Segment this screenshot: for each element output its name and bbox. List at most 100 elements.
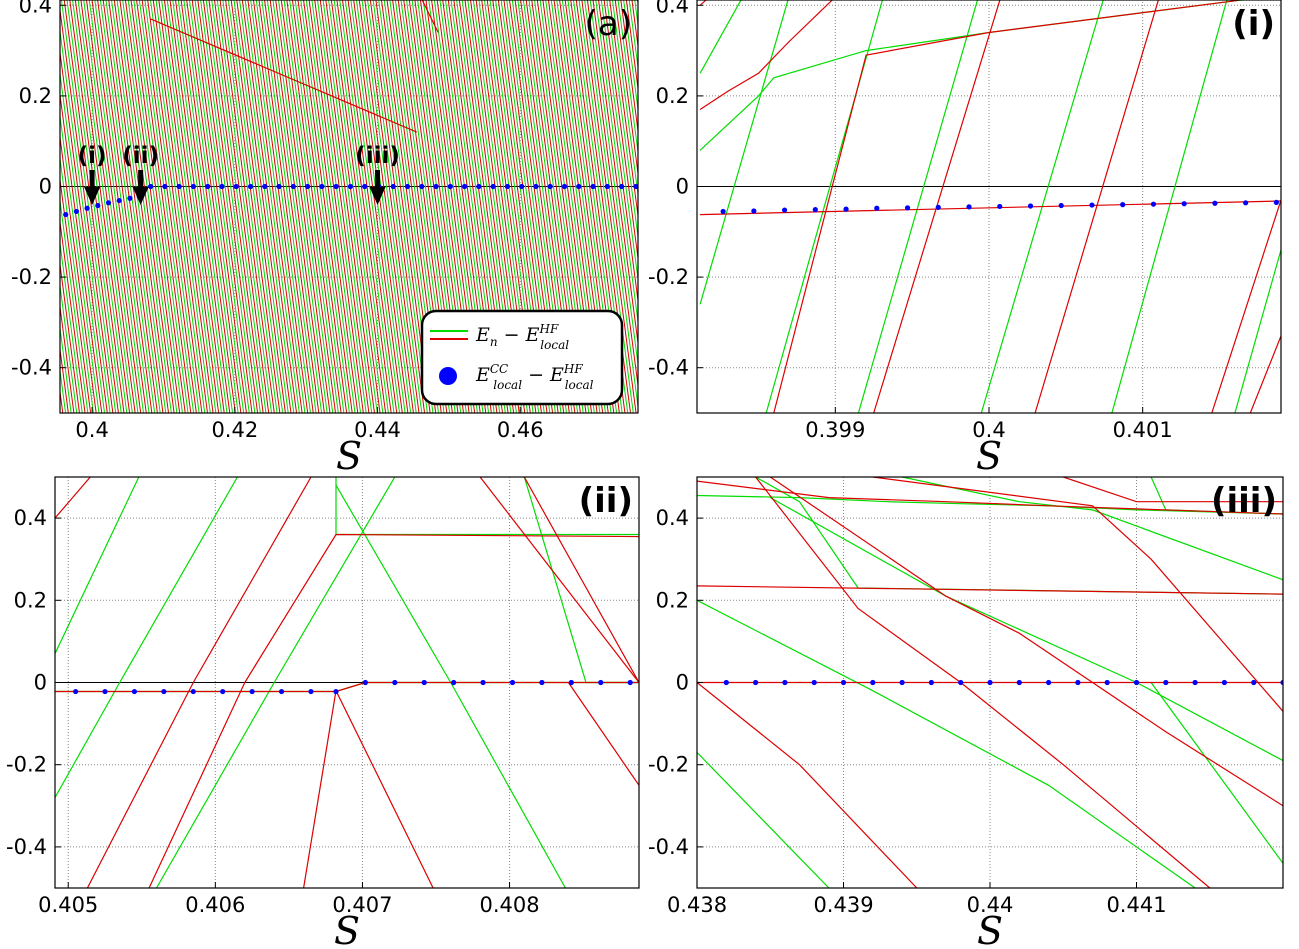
red-level-line [85,0,142,413]
red-level-line [364,0,420,413]
y-tick-label: -0.2 [648,753,689,777]
panel-2: 0.405 0.406 0.407 0.408 0.4 0.2 0 -0.2 -0.4 S (ii) [6,476,640,949]
red-level-line [208,0,264,413]
red-level-line [671,0,730,413]
y-tick-label: -0.2 [6,753,47,777]
cc-energy-point [333,183,339,190]
cc-energy-point [233,183,239,190]
red-level-line [202,0,259,413]
green-energy-line [770,497,1283,762]
green-level-line [144,0,200,413]
red-energy-line [1211,199,1281,413]
x-tick-label: 0.44 [354,418,401,442]
red-energy-line [769,477,1283,807]
cc-energy-point [490,183,496,190]
green-level-line [99,0,156,413]
cc-energy-point [899,679,905,686]
cc-energy-point [205,183,211,190]
cc-energy-point [347,183,354,190]
y-tick-label: 0.2 [656,84,689,108]
red-level-line [236,0,292,413]
crossing-line [150,18,418,133]
x-axis-label: S [977,909,1003,949]
cc-energy-point [958,679,964,686]
green-energy-line [699,0,1249,151]
cc-energy-point [462,183,468,190]
cc-energy-point [812,207,818,213]
green-level-line [60,197,89,413]
cc-energy-point [539,679,545,686]
red-level-line [108,0,164,413]
red-level-line [275,0,331,413]
red-level-line [592,0,638,347]
annotation-label: (i) [78,143,107,169]
red-level-line [63,0,119,413]
green-level-line [617,0,638,156]
cc-energy-point [480,679,486,686]
green-energy-line [155,477,396,888]
cc-energy-point [568,679,574,686]
cc-energy-point [73,208,80,215]
green-energy-line [1234,249,1281,413]
green-energy-line [335,484,566,888]
red-level-line [158,0,214,413]
cc-energy-point [162,183,168,190]
x-axis-label: S [976,434,1002,478]
y-tick-label: 0.4 [14,506,47,530]
y-tick-label: 0 [34,671,47,695]
cc-energy-point [840,679,847,686]
cc-energy-point [84,205,90,211]
cc-energy-point [1192,679,1198,686]
cc-energy-point [161,688,167,695]
cc-energy-point [782,207,788,213]
green-level-line [372,0,428,413]
red-level-line [631,0,638,50]
cc-energy-point [1016,679,1022,686]
red-level-line [60,133,97,413]
green-level-line [200,0,256,413]
y-tick-label: -0.4 [648,356,689,380]
cc-energy-point [1075,679,1081,686]
red-level-line [191,0,247,413]
cc-energy-point [190,183,197,190]
red-level-line [186,0,242,413]
green-level-line [111,0,167,413]
red-level-line [336,0,392,413]
y-tick-label: 0.4 [19,0,52,17]
cc-energy-point [1251,679,1257,686]
green-level-line [344,0,401,413]
cc-energy-point [533,183,539,190]
cc-energy-point [519,183,525,190]
cc-energy-point [782,679,788,686]
red-level-line [660,0,719,413]
cc-energy-point [547,183,553,190]
red-energy-line [303,688,434,888]
red-energy-line [873,0,1001,413]
green-energy-line [55,477,140,654]
red-level-line [330,0,387,413]
green-level-line [657,0,716,413]
x-tick-label: 0.4 [972,418,1005,442]
cc-energy-point [127,195,133,201]
green-level-line [305,0,362,413]
green-level-line [322,0,378,413]
cc-energy-point [576,183,582,190]
red-level-line [102,0,158,413]
cc-energy-point [63,211,69,218]
red-energy-line [700,200,1281,216]
cc-energy-point [247,183,254,190]
green-level-line [60,112,100,413]
green-level-line [60,409,61,413]
green-level-line [149,0,206,413]
cc-energy-point [290,183,296,190]
red-level-line [347,0,403,413]
red-energy-line [697,480,1283,515]
red-level-line [60,218,86,413]
green-level-line [635,0,694,413]
green-level-line [628,0,638,72]
green-level-line [289,0,345,413]
panel-1: 0.399 0.4 0.401 0.4 0.2 0 -0.2 -0.4 S (i) [648,0,1282,478]
green-level-line [77,0,133,413]
